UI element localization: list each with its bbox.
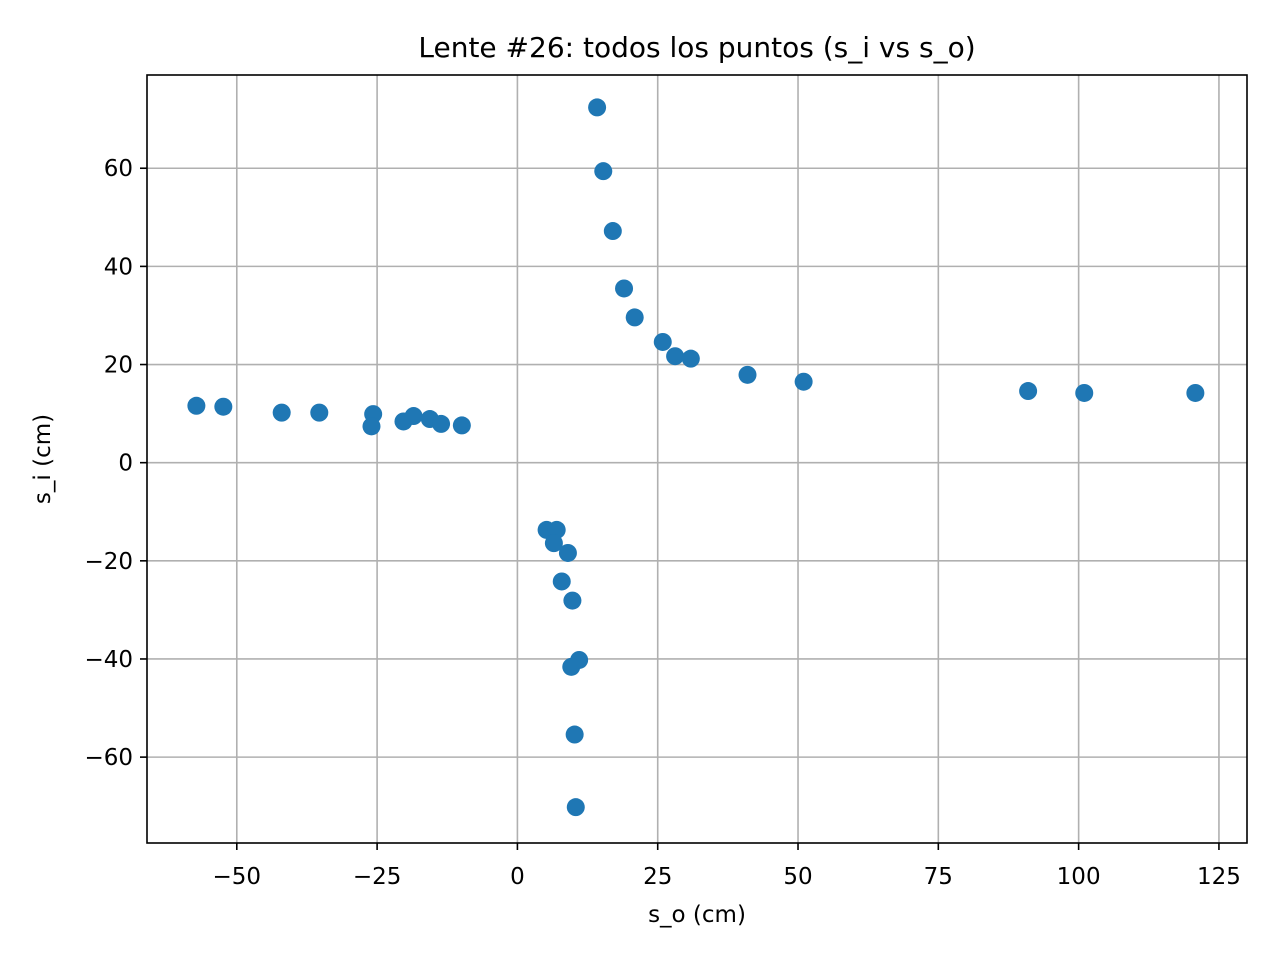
data-point xyxy=(404,407,423,426)
data-point xyxy=(1186,383,1205,402)
y-tick-label: −60 xyxy=(84,745,133,771)
data-point xyxy=(362,417,381,436)
data-point xyxy=(794,372,813,391)
x-axis-label: s_o (cm) xyxy=(648,902,746,928)
data-point xyxy=(653,332,672,351)
grid-lines xyxy=(147,75,1247,843)
data-point xyxy=(558,543,577,562)
data-point xyxy=(588,98,607,117)
data-point xyxy=(563,591,582,610)
data-point xyxy=(666,347,685,366)
x-tick-label: 75 xyxy=(924,864,953,890)
data-point xyxy=(615,279,634,298)
x-tick-label: 0 xyxy=(510,864,525,890)
y-tick-label: −40 xyxy=(84,647,133,673)
data-point xyxy=(566,798,585,817)
data-point xyxy=(452,416,471,435)
data-point xyxy=(562,657,581,676)
data-point xyxy=(310,403,329,422)
chart-title: Lente #26: todos los puntos (s_i vs s_o) xyxy=(418,31,975,64)
data-point xyxy=(1019,382,1038,401)
data-point xyxy=(187,396,206,415)
y-tick-label: 0 xyxy=(118,451,133,477)
data-point xyxy=(432,414,451,433)
y-tick-label: −20 xyxy=(84,549,133,575)
data-point xyxy=(552,572,571,591)
x-tick-label: 125 xyxy=(1197,864,1241,890)
data-point xyxy=(214,397,233,416)
data-point xyxy=(625,308,644,327)
y-tick-label: 20 xyxy=(104,353,133,379)
x-tick-label: 100 xyxy=(1057,864,1101,890)
data-point xyxy=(272,403,291,422)
data-point xyxy=(603,222,622,241)
data-point xyxy=(1075,383,1094,402)
plot-frame xyxy=(146,74,1248,844)
x-tick-label: −50 xyxy=(213,864,262,890)
data-point xyxy=(681,349,700,368)
data-point xyxy=(565,725,584,744)
y-tick-label: 40 xyxy=(104,254,133,280)
data-point xyxy=(544,534,563,553)
data-points xyxy=(187,98,1205,817)
x-tick-label: 50 xyxy=(783,864,812,890)
x-tick-label: 25 xyxy=(643,864,672,890)
y-axis-label: s_i (cm) xyxy=(30,414,56,504)
data-point xyxy=(738,365,757,384)
y-tick-label: 60 xyxy=(104,156,133,182)
data-point xyxy=(594,162,613,181)
x-tick-label: −25 xyxy=(353,864,402,890)
axis-ticks: −50 −25 0 25 50 75 100 125 −60 −40 −20 0 20 40 60 xyxy=(84,156,1240,890)
